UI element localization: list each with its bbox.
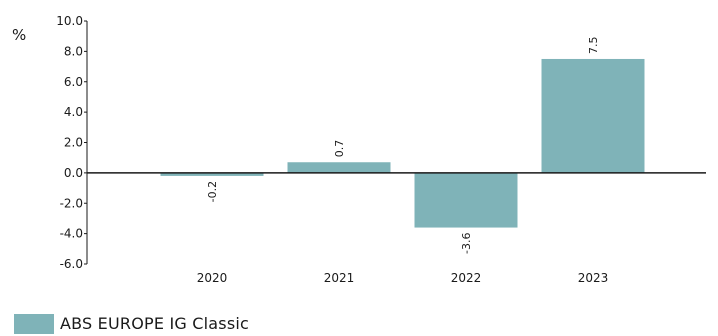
y-tick-label: 2.0 (64, 136, 83, 150)
bar-2021 (287, 162, 391, 173)
y-tick-label: 10.0 (56, 14, 83, 28)
x-tick-label: 2021 (324, 271, 355, 285)
y-tick-label: -2.0 (60, 196, 83, 210)
legend-series-name: ABS EUROPE IG Classic (60, 314, 249, 333)
legend-swatch (14, 314, 54, 334)
y-tick-label: 4.0 (64, 105, 83, 119)
x-tick-label: 2023 (578, 271, 609, 285)
y-tick-label: 0.0 (64, 166, 83, 180)
data-label-2021: 0.7 (333, 140, 346, 158)
y-tick-label: 8.0 (64, 44, 83, 58)
data-label-2023: 7.5 (587, 36, 600, 54)
bar-2022 (414, 172, 518, 228)
x-tick-label: 2022 (451, 271, 482, 285)
y-unit-label: % (12, 26, 26, 44)
legend: ABS EUROPE IG Classic (14, 314, 249, 334)
data-label-2020: -0.2 (206, 181, 219, 202)
y-tick-label: -4.0 (60, 227, 83, 241)
bar-2023 (541, 58, 645, 173)
x-tick-label: 2020 (197, 271, 228, 285)
bar-2020 (160, 172, 264, 176)
y-tick-label: 6.0 (64, 75, 83, 89)
data-label-2022: -3.6 (460, 233, 473, 254)
y-tick-label: -6.0 (60, 257, 83, 271)
